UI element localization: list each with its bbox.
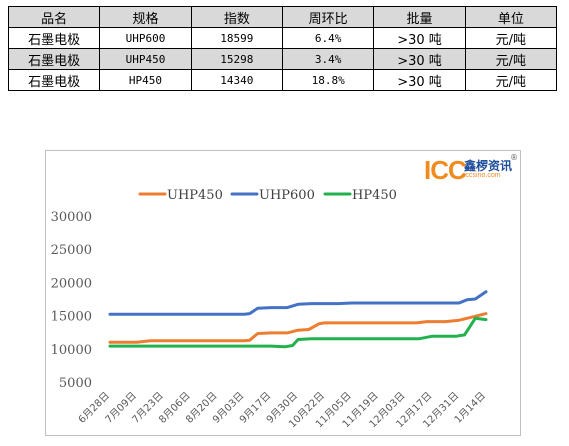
- cell-unit: 元/吨: [464, 27, 558, 49]
- cell-index: 14340: [190, 69, 283, 91]
- y-axis-ticks: 5000 10000 15000 20000 25000 30000: [51, 210, 92, 391]
- legend-label: UHP600: [259, 188, 315, 203]
- cell-product: 石墨电极: [7, 48, 101, 70]
- logo-url: iccsino.com: [464, 172, 501, 179]
- cell-index: 15298: [190, 48, 283, 70]
- chart-frame: [45, 150, 521, 436]
- y-tick-label: 5000: [59, 376, 92, 391]
- series-line-hp450: [108, 316, 488, 349]
- cell-weekly-change: 18.8%: [281, 69, 375, 91]
- series-line-uhp600: [108, 290, 488, 316]
- header-unit: 单位: [464, 6, 558, 28]
- cell-weekly-change: 6.4%: [281, 27, 375, 49]
- price-table: 品名 规格 指数 周环比 批量 单位 石墨电极 UHP600 18599 6.4…: [7, 6, 558, 91]
- cell-batch: >30 吨: [373, 27, 466, 49]
- header-index: 指数: [190, 6, 283, 28]
- legend-label: HP450: [352, 188, 397, 203]
- logo-mark: ICC: [424, 155, 467, 185]
- chart-legend: UHP450 UHP600 HP450: [138, 188, 397, 203]
- legend-label: UHP450: [167, 188, 223, 203]
- icc-logo: ICC 鑫椤资讯 ® iccsino.com: [424, 153, 524, 185]
- cell-unit: 元/吨: [464, 48, 558, 70]
- header-product: 品名: [7, 6, 101, 28]
- table-row: 石墨电极 HP450 14340 18.8% >30 吨 元/吨: [7, 69, 558, 91]
- cell-batch: >30 吨: [373, 48, 466, 70]
- table-row: 石墨电极 UHP450 15298 3.4% >30 吨 元/吨: [7, 48, 558, 70]
- logo-name: 鑫椤资讯: [464, 159, 513, 173]
- x-axis-ticks: 6月28日7月09日7月23日8月06日8月20日9月03日9月17日9月30日…: [76, 390, 488, 431]
- logo-registered-mark: ®: [510, 153, 518, 162]
- cell-spec: HP450: [99, 69, 192, 91]
- chart-series-lines: [108, 290, 488, 349]
- cell-unit: 元/吨: [464, 69, 558, 91]
- header-batch: 批量: [373, 6, 466, 28]
- y-tick-label: 30000: [51, 210, 92, 225]
- y-tick-label: 10000: [51, 343, 92, 358]
- y-tick-label: 25000: [51, 243, 92, 258]
- y-tick-label: 15000: [51, 310, 92, 325]
- header-spec: 规格: [99, 6, 192, 28]
- series-line-uhp450: [108, 312, 488, 344]
- y-tick-label: 20000: [51, 276, 92, 291]
- table-header-row: 品名 规格 指数 周环比 批量 单位: [7, 6, 558, 28]
